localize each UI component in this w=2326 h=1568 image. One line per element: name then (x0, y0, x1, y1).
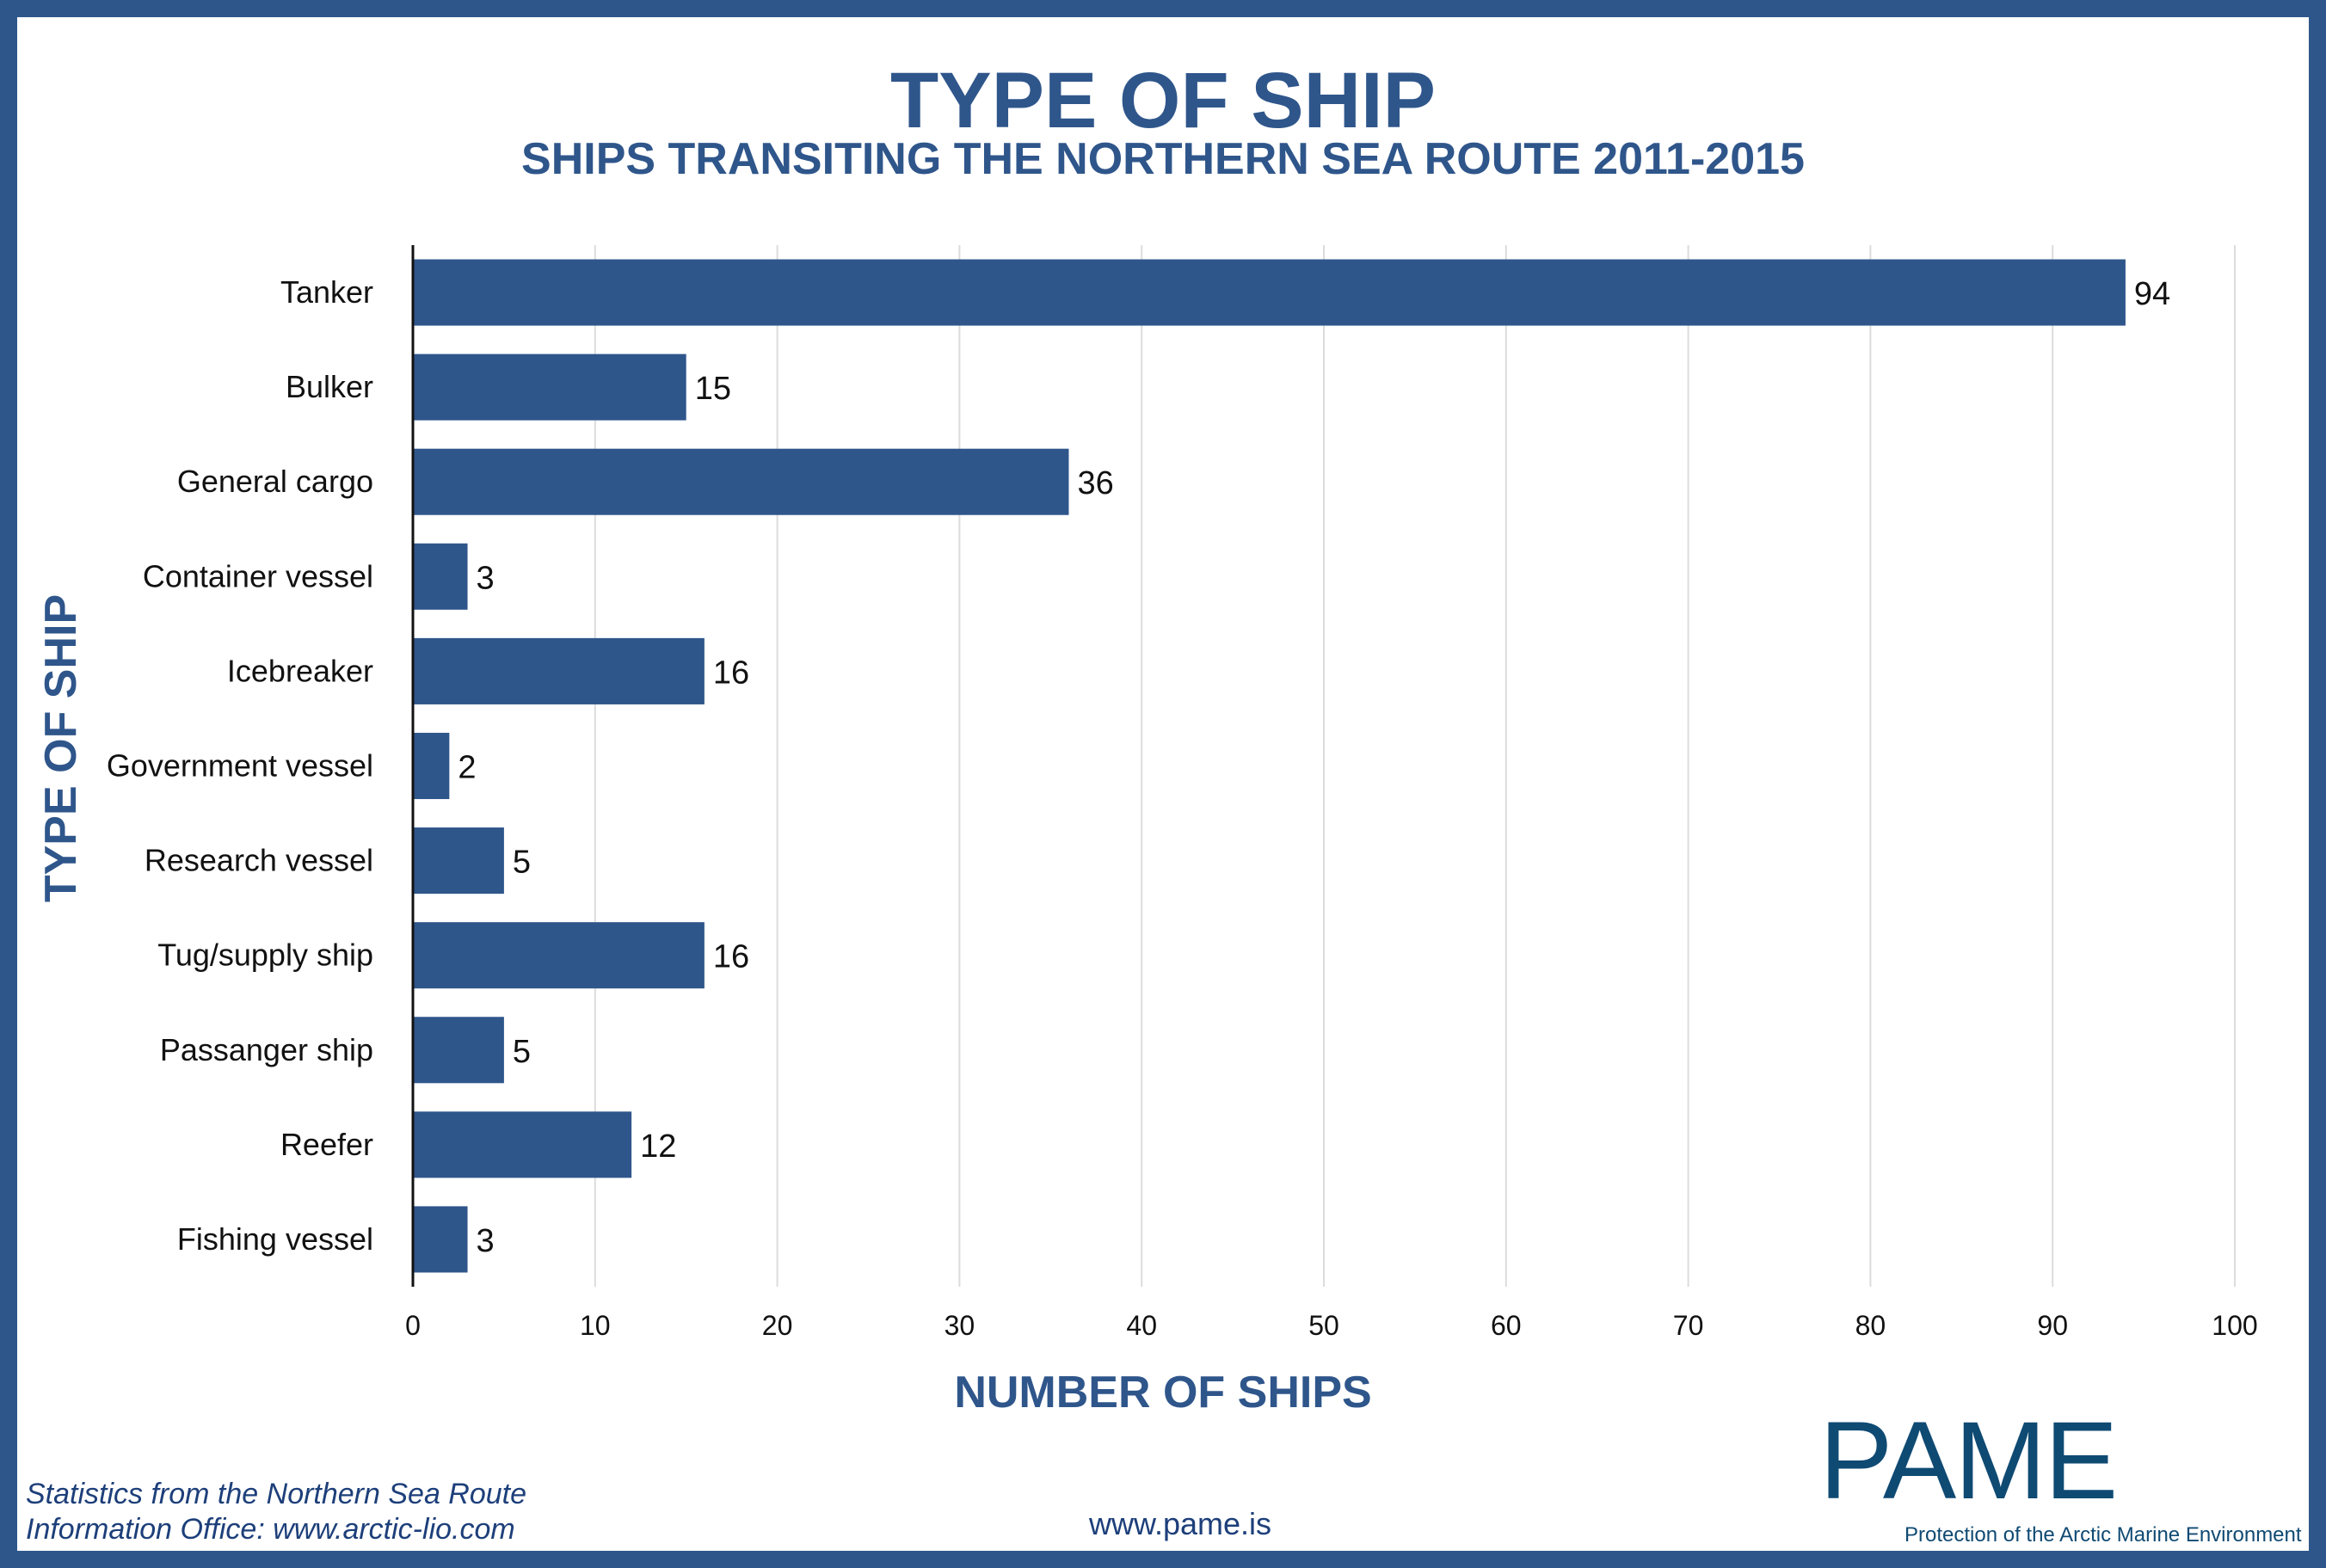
data-label: 15 (695, 371, 731, 407)
x-tick-label: 90 (2037, 1310, 2068, 1341)
chart-subtitle: SHIPS TRANSITING THE NORTHERN SEA ROUTE … (521, 134, 1805, 184)
category-label: Government vessel (107, 748, 373, 784)
category-label: Fishing vessel (177, 1221, 373, 1257)
x-axis-title: NUMBER OF SHIPS (954, 1368, 1371, 1417)
chart-title: TYPE OF SHIP (890, 57, 1436, 145)
category-label: General cargo (177, 464, 373, 499)
data-labels: 94 15 36 3 16 2 5 16 5 12 3 (458, 276, 2170, 1259)
category-label: Reefer (280, 1127, 373, 1162)
x-tick-label: 100 (2212, 1310, 2257, 1341)
x-tick-label: 50 (1308, 1310, 1339, 1341)
data-label: 16 (713, 655, 749, 691)
category-labels: Tanker Bulker General cargo Container vesse… (107, 274, 373, 1257)
category-label: Icebreaker (227, 653, 373, 688)
data-label: 5 (513, 845, 531, 881)
data-label: 2 (458, 750, 476, 786)
x-tick-label: 0 (405, 1310, 421, 1341)
category-label: Passanger ship (160, 1032, 373, 1067)
x-tick-labels: 0 10 20 30 40 50 60 70 80 90 100 (405, 1310, 2258, 1341)
category-label: Tug/supply ship (157, 938, 373, 973)
bar (413, 259, 2126, 326)
bar (413, 922, 705, 989)
data-label: 94 (2134, 276, 2170, 312)
x-tick-label: 20 (762, 1310, 793, 1341)
bar (413, 1111, 632, 1178)
category-label: Bulker (286, 369, 373, 404)
source-line-1: Statistics from the Northern Sea Route (26, 1478, 526, 1510)
data-label: 3 (477, 560, 495, 596)
gridlines (594, 245, 2236, 1287)
data-label: 3 (477, 1223, 495, 1259)
y-axis-title: TYPE OF SHIP (36, 594, 86, 902)
data-label: 5 (513, 1034, 531, 1070)
bar (413, 827, 504, 895)
bar (413, 543, 468, 610)
x-tick-label: 10 (580, 1310, 611, 1341)
bar (413, 1017, 504, 1084)
bar (413, 637, 705, 704)
bar (413, 354, 686, 421)
data-label: 12 (640, 1128, 676, 1165)
x-tick-label: 30 (945, 1310, 975, 1341)
x-tick-label: 70 (1673, 1310, 1704, 1341)
pame-logo: PAME (1819, 1399, 2116, 1522)
x-tick-label: 40 (1126, 1310, 1157, 1341)
bar (413, 448, 1069, 515)
bar (413, 732, 450, 800)
website-link[interactable]: www.pame.is (1088, 1506, 1271, 1541)
category-label: Tanker (280, 274, 373, 310)
bars (413, 259, 2126, 1273)
category-label: Container vessel (143, 558, 373, 593)
category-label: Research vessel (145, 843, 373, 878)
x-tick-label: 60 (1491, 1310, 1522, 1341)
bar (413, 1206, 468, 1273)
logo-tagline: Protection of the Arctic Marine Environm… (1904, 1523, 2302, 1546)
data-label: 16 (713, 939, 749, 975)
source-line-2: Information Office: www.arctic-lio.com (26, 1513, 515, 1546)
data-label: 36 (1077, 465, 1113, 501)
x-tick-label: 80 (1855, 1310, 1886, 1341)
